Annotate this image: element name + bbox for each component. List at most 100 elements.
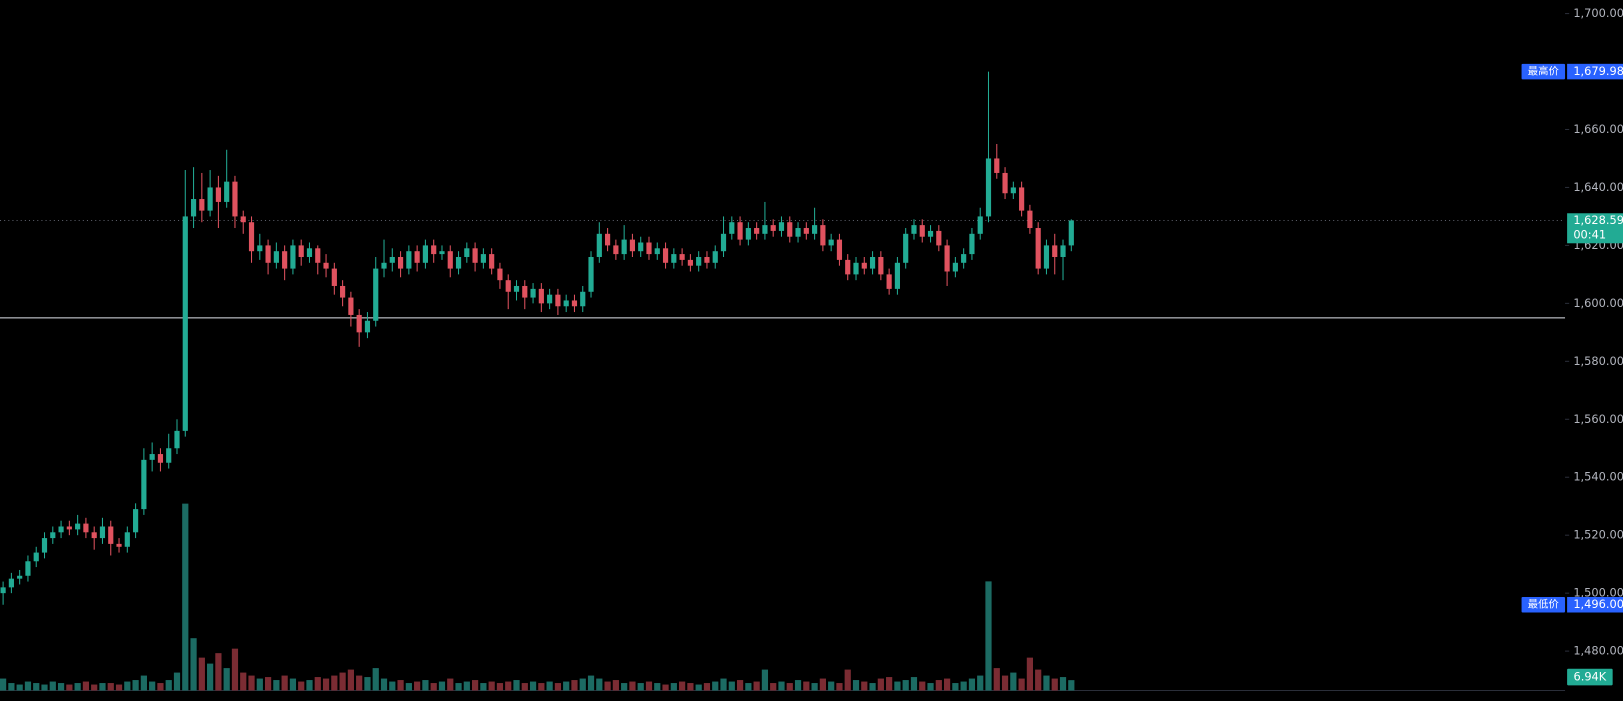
candle-body	[83, 523, 89, 533]
volume-bar	[836, 683, 843, 691]
volume-bar	[91, 684, 98, 691]
volume-bar	[380, 678, 388, 691]
candle-body	[331, 268, 337, 286]
volume-bar	[165, 680, 172, 691]
candle-body	[886, 274, 892, 289]
candle-body	[596, 233, 602, 257]
volume-bar	[935, 680, 942, 691]
volume-bar	[703, 683, 711, 691]
candle-body	[356, 314, 362, 333]
candle-body	[812, 225, 818, 234]
volume-bar	[977, 675, 984, 691]
volume-bar	[919, 681, 926, 691]
volume-bar	[571, 680, 578, 691]
volume-bar	[794, 680, 802, 691]
volume-bar	[298, 681, 305, 691]
candle-body	[1019, 187, 1025, 211]
candle-body	[133, 509, 139, 533]
volume-bar	[115, 684, 123, 691]
candle-body	[1035, 228, 1041, 269]
candle-body	[447, 251, 453, 269]
candle-body	[696, 256, 702, 266]
candle-body	[364, 320, 371, 333]
marker-label-box	[1521, 596, 1566, 613]
candle-body	[323, 262, 329, 269]
candle-body	[977, 216, 983, 234]
candle-body	[787, 222, 793, 237]
volume-bar	[414, 681, 421, 691]
y-tick-label: 1,640.00	[1573, 180, 1623, 194]
candle-body	[315, 248, 321, 263]
volume-bar	[438, 681, 446, 691]
volume-bar	[1010, 672, 1017, 691]
volume-bar	[803, 681, 810, 691]
volume-bar	[1035, 669, 1042, 691]
candle-body	[869, 256, 876, 269]
volume-bar	[132, 680, 139, 691]
candle-body	[348, 297, 354, 315]
volume-bar	[223, 668, 230, 691]
candle-body	[985, 158, 992, 217]
volume-bar	[778, 681, 785, 691]
candle-body	[944, 245, 950, 272]
y-tick-label: 1,480.00	[1573, 644, 1623, 658]
volume-bar	[910, 677, 918, 691]
candle-body	[431, 245, 437, 255]
volume-bar	[695, 684, 702, 691]
candle-body	[952, 262, 958, 272]
volume-bar	[33, 683, 40, 691]
candle-body	[1010, 187, 1016, 194]
volume-bar	[447, 678, 454, 691]
candle-body	[381, 262, 387, 269]
candle-body	[662, 248, 669, 263]
volume-bar	[41, 684, 48, 691]
candle-body	[778, 222, 785, 231]
candle-body	[66, 526, 72, 530]
candle-body	[265, 245, 271, 263]
candle-body	[754, 228, 760, 234]
volume-bar	[107, 683, 114, 691]
volume-bar	[124, 681, 131, 691]
candle-body	[729, 222, 735, 234]
volume-bar	[894, 681, 901, 691]
candle-body	[638, 242, 644, 252]
candle-body	[108, 526, 114, 544]
volume-bar	[596, 678, 603, 691]
marker-value: 1,679.98	[1573, 64, 1623, 78]
candle-body	[0, 587, 6, 594]
candle-body	[803, 228, 809, 234]
volume-bar	[207, 663, 214, 691]
volume-bar	[314, 677, 321, 691]
volume-bar	[943, 678, 951, 691]
candle-body	[1002, 172, 1008, 194]
countdown-label: 00:41	[1573, 228, 1606, 242]
volume-bar	[902, 680, 909, 691]
y-tick-label: 1,500.00	[1573, 586, 1623, 600]
volume-bar	[198, 657, 205, 691]
candle-body	[298, 245, 304, 257]
candle-body	[199, 199, 205, 211]
volume-bar	[471, 680, 479, 691]
volume-bar	[339, 672, 346, 691]
candle-body	[936, 230, 942, 246]
volume-bar	[306, 680, 313, 691]
last-price-label: 1,628.59	[1573, 213, 1623, 227]
candle-body	[472, 248, 478, 263]
volume-bar	[389, 681, 396, 691]
volume-bar	[140, 675, 147, 691]
volume-bar	[687, 683, 694, 691]
volume-bar	[74, 683, 81, 691]
volume-bar	[8, 683, 15, 691]
candle-body	[513, 285, 520, 292]
volume-bar	[736, 680, 744, 691]
volume-bar	[670, 683, 677, 691]
volume-bar	[579, 678, 586, 691]
candle-body	[820, 225, 826, 246]
candle-body	[671, 254, 677, 263]
volume-bar	[496, 683, 504, 691]
volume-bar	[455, 683, 462, 691]
candle-body	[248, 222, 255, 252]
candle-body	[497, 268, 503, 281]
volume-bar	[405, 683, 412, 691]
